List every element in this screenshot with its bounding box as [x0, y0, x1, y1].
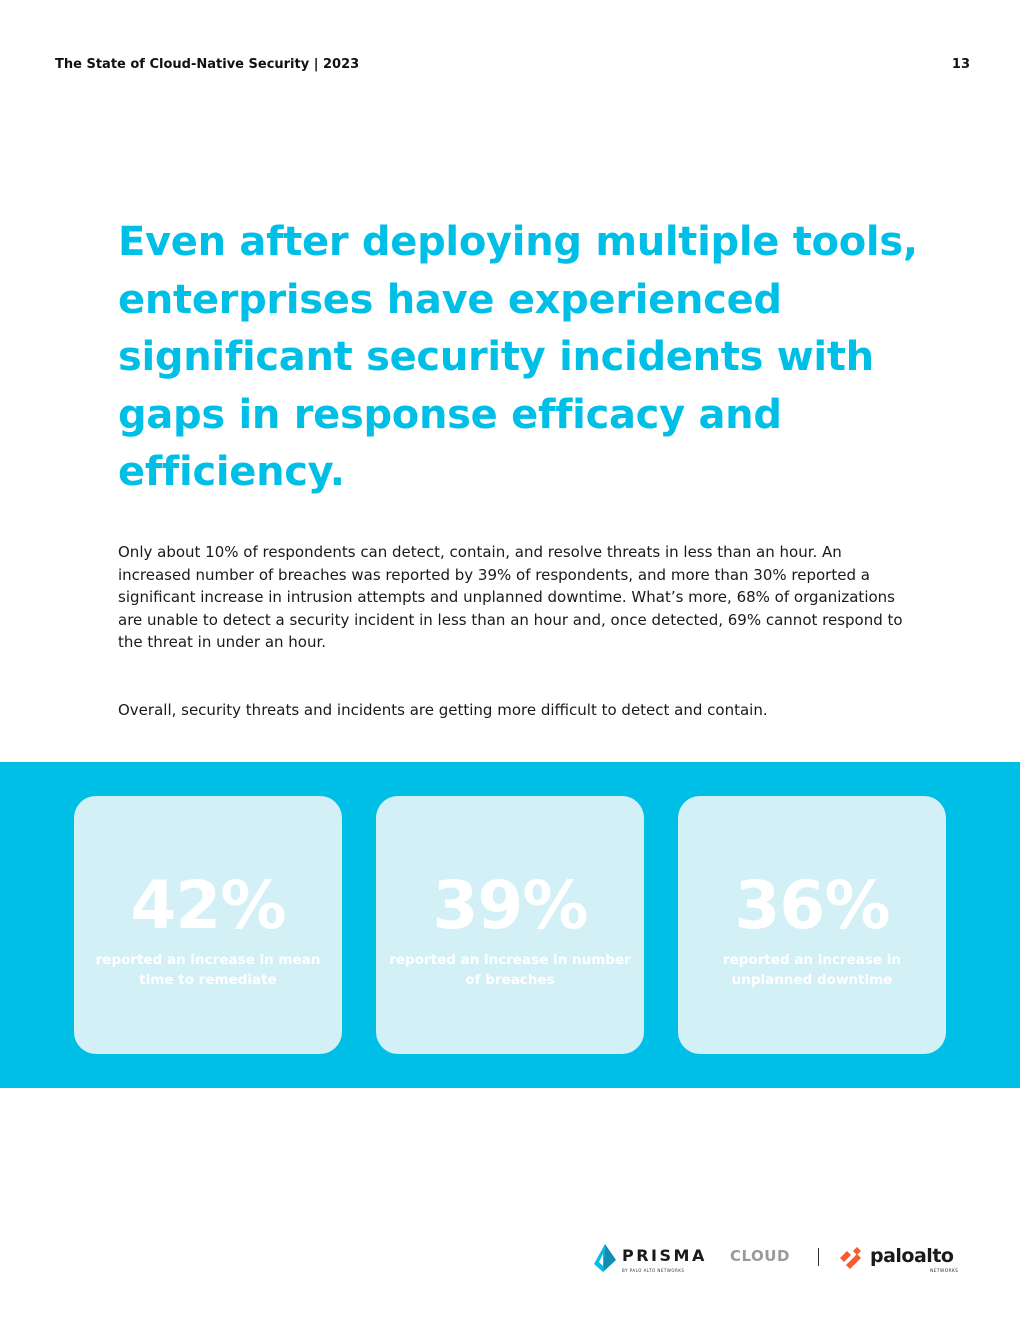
stat-value: 36%	[734, 867, 891, 944]
stat-label: reported an increase in mean time to rem…	[95, 952, 321, 988]
stat-label: reported an increase in unplanned downti…	[722, 952, 902, 988]
stat-card-breaches: 39% reported an increase in number of br…	[376, 796, 644, 1054]
stat-value: 39%	[432, 867, 589, 944]
prisma-cloud-logo-icon	[594, 1244, 616, 1276]
stat-value: 42%	[130, 867, 287, 944]
stat-label: reported an increase in number of breach…	[389, 952, 631, 988]
footer-logos: PRISMA CLOUD BY PALO ALTO NETWORKS paloa…	[594, 1242, 974, 1282]
stat-card-remediate: 42% reported an increase in mean time to…	[74, 796, 342, 1054]
body-paragraph-1: Only about 10% of respondents can detect…	[118, 543, 903, 651]
paloalto-wordmark: paloalto	[870, 1245, 954, 1267]
paloalto-tagline: NETWORKS	[930, 1269, 959, 1274]
page-number: 13	[951, 57, 970, 72]
header-title: The State of Cloud-Native Security | 202…	[55, 57, 360, 72]
paloalto-logo-icon	[838, 1247, 866, 1273]
logo-divider	[818, 1248, 819, 1266]
prisma-cloud-wordmark: CLOUD	[730, 1247, 790, 1265]
headline: Even after deploying multiple tools, ent…	[118, 219, 918, 495]
stats-band: 42% reported an increase in mean time to…	[0, 762, 1020, 1088]
prisma-tagline: BY PALO ALTO NETWORKS	[622, 1268, 685, 1273]
prisma-wordmark: PRISMA	[622, 1246, 707, 1265]
body-paragraph-2: Overall, security threats and incidents …	[118, 701, 768, 719]
stat-card-downtime: 36% reported an increase in unplanned do…	[678, 796, 946, 1054]
